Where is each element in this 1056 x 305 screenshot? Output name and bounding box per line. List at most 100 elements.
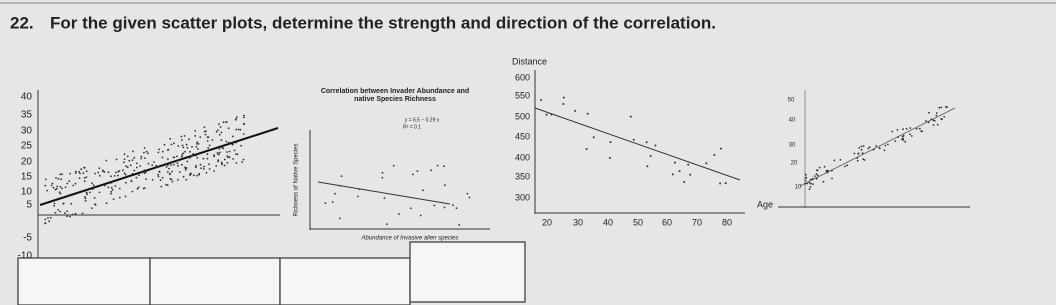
scatter-point	[443, 206, 446, 209]
y-tick-label: 600	[515, 72, 530, 82]
y-tick-label: 40	[21, 92, 33, 103]
scatter-point	[181, 144, 184, 147]
answer-cell[interactable]	[17, 257, 151, 305]
scatter-point	[220, 161, 223, 164]
scatter-point	[46, 189, 48, 192]
scatter-point	[872, 148, 875, 151]
scatter-point	[422, 189, 424, 192]
scatter-point	[177, 179, 179, 181]
scatter-point	[846, 164, 849, 167]
answer-cell[interactable]	[409, 241, 526, 303]
scatter-point	[192, 153, 195, 155]
scatter-point	[74, 212, 77, 215]
scatter-point	[416, 170, 419, 173]
scatter-point	[189, 174, 192, 176]
scatter-point	[683, 181, 686, 183]
scatter-point	[823, 165, 826, 168]
scatter-point	[231, 143, 234, 146]
scatter-point	[170, 164, 172, 166]
x-tick-label: 40	[603, 217, 613, 227]
scatter-point	[186, 160, 189, 163]
scatter-point	[943, 116, 946, 118]
scatter-point	[207, 147, 210, 149]
scatter-point	[136, 187, 139, 190]
scatter-point	[228, 156, 231, 159]
scatter-point	[909, 133, 911, 136]
scatter-point	[105, 159, 108, 162]
scatter-point	[928, 111, 930, 114]
answer-cell[interactable]	[279, 257, 411, 305]
scatter-point	[861, 152, 864, 155]
scatter-point	[817, 174, 819, 177]
scatter-point	[185, 143, 188, 146]
scatter-point	[809, 186, 812, 188]
scatter-point	[902, 128, 904, 131]
answer-cell[interactable]	[149, 257, 281, 305]
point-cloud	[324, 164, 471, 226]
scatter-point	[70, 202, 73, 205]
scatter-point	[875, 145, 877, 147]
scatter-point	[176, 155, 178, 158]
y-tick-label: -10	[18, 251, 33, 262]
scatter-point	[60, 178, 62, 181]
scatter-point	[182, 146, 185, 149]
scatter-point	[586, 112, 589, 115]
scatter-point	[94, 172, 97, 175]
scatter-point	[80, 168, 83, 171]
scatter-point	[140, 157, 143, 160]
scatter-point	[131, 159, 134, 162]
scatter-point	[860, 148, 863, 151]
scatter-point	[48, 220, 51, 223]
scatter-point	[222, 121, 225, 124]
scatter-point	[860, 145, 863, 148]
scatter-point	[831, 169, 833, 172]
scatter-point	[223, 164, 226, 167]
scatter-point	[386, 223, 388, 226]
scatter-point	[862, 158, 865, 161]
scatter-point	[815, 177, 818, 180]
scatter-point	[123, 161, 125, 164]
question-text: For the given scatter plots, determine t…	[50, 13, 716, 32]
scatter-point	[186, 147, 189, 149]
scatter-point	[133, 156, 136, 159]
scatter-point	[897, 136, 899, 139]
scatter-point	[129, 164, 132, 167]
scatter-point	[804, 179, 807, 182]
scatter-point	[183, 135, 186, 137]
scatter-point	[206, 140, 209, 142]
scatter-point	[64, 212, 66, 215]
scatter-point	[902, 139, 905, 141]
scatter-point	[189, 154, 192, 157]
scatter-point	[44, 222, 47, 224]
scatter-point	[205, 130, 207, 133]
scatter-point	[178, 171, 181, 174]
scatter-point	[171, 161, 173, 164]
scatter-point	[217, 160, 220, 163]
scatter-point	[240, 144, 243, 147]
scatter-point	[208, 168, 211, 170]
scatter-point	[131, 172, 134, 175]
scatter-point	[242, 122, 245, 125]
scatter-point	[75, 170, 77, 173]
scatter-point	[59, 173, 62, 176]
scatter-point	[177, 145, 180, 147]
point-cloud	[44, 114, 246, 225]
scatter-point	[839, 158, 842, 161]
scatter-point	[153, 161, 155, 163]
scatter-point	[809, 178, 812, 181]
scatter-point	[84, 196, 86, 198]
scatter-point	[79, 172, 81, 175]
scatter-point	[123, 172, 126, 175]
scatter-point	[166, 164, 169, 167]
scatter-point	[891, 130, 894, 133]
scatter-point	[946, 106, 949, 108]
scatter-point	[856, 159, 859, 162]
scatter-point	[136, 166, 138, 169]
scatter-point	[219, 126, 222, 128]
scatter-point	[235, 116, 238, 119]
scatter-point	[203, 168, 205, 170]
scatter-point	[805, 173, 807, 176]
scatter-point	[61, 173, 63, 176]
scatter-point	[163, 143, 166, 146]
scatter-point	[200, 167, 203, 170]
